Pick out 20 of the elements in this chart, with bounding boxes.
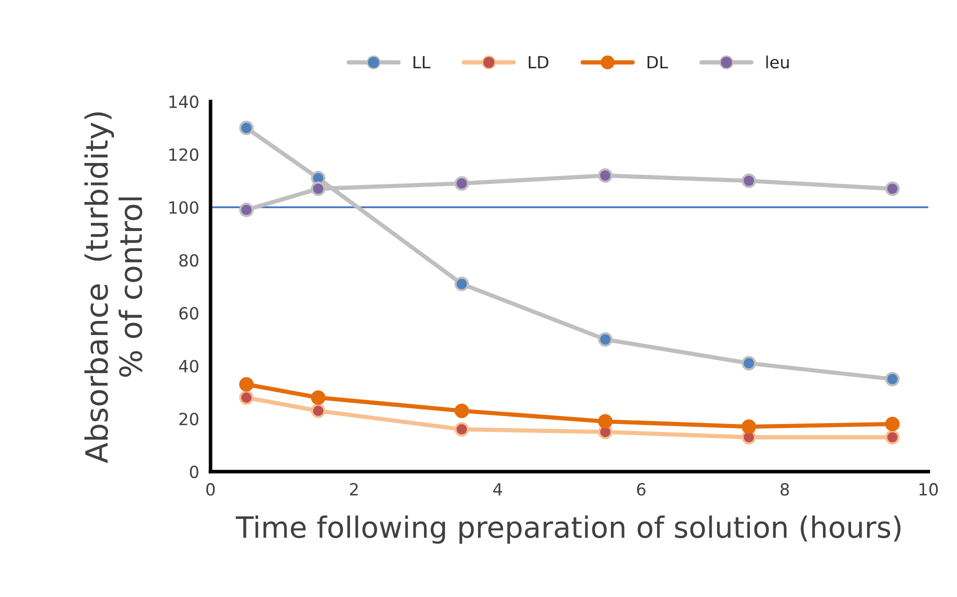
x-tick-label: 2 bbox=[350, 483, 358, 496]
legend-label: leu bbox=[766, 56, 789, 68]
y-tick-label: 140 bbox=[169, 95, 198, 108]
y-axis-title: Absorbance (turbidity) % of control bbox=[84, 112, 142, 464]
legend-label: LL bbox=[414, 56, 430, 68]
x-axis-title: Time following preparation of solution (hours) bbox=[236, 516, 900, 544]
y-tick-label: 100 bbox=[169, 201, 198, 214]
x-tick-label: 10 bbox=[920, 483, 938, 496]
y-tick-label: 80 bbox=[179, 254, 198, 267]
x-tick-label: 8 bbox=[780, 483, 789, 496]
x-tick-label: 6 bbox=[637, 483, 646, 496]
x-tick-label: 4 bbox=[493, 483, 502, 496]
y-tick-label: 120 bbox=[169, 148, 198, 161]
x-tick-label: 0 bbox=[206, 483, 215, 496]
legend-label: DL bbox=[648, 56, 668, 68]
y-tick-label: 60 bbox=[179, 306, 198, 320]
legend-label: LD bbox=[528, 56, 548, 68]
y-tick-label: 0 bbox=[190, 466, 198, 478]
y-tick-label: 40 bbox=[179, 360, 198, 372]
y-tick-label: 20 bbox=[179, 412, 198, 426]
